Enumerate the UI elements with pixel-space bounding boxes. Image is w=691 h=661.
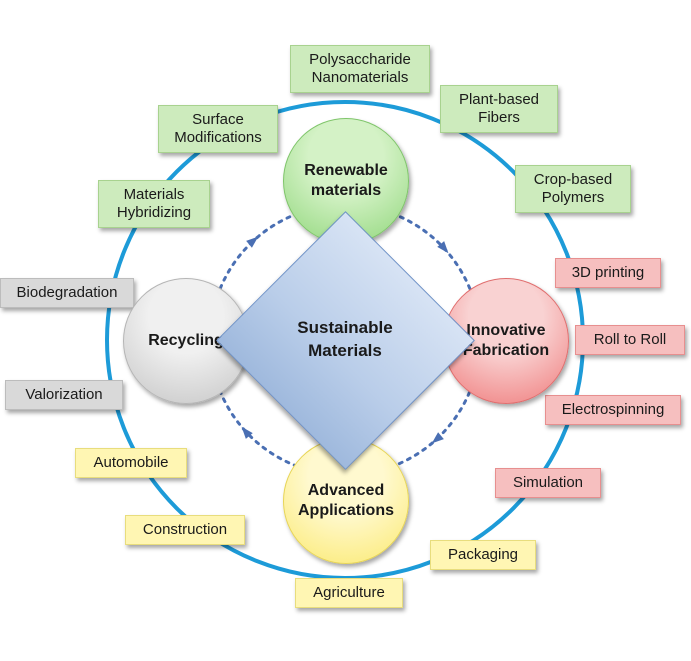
box-construction: Construction (125, 515, 245, 545)
box-polysaccharide: Polysaccharide Nanomaterials (290, 45, 430, 93)
diagram-stage: Polysaccharide NanomaterialsPlant-based … (0, 0, 691, 661)
box-3d-print: 3D printing (555, 258, 661, 288)
box-automobile: Automobile (75, 448, 187, 478)
box-biodeg: Biodegradation (0, 278, 134, 308)
box-agriculture: Agriculture (295, 578, 403, 608)
box-valorization: Valorization (5, 380, 123, 410)
center-label: Sustainable Materials (297, 317, 392, 363)
box-mat-hybrid: Materials Hybridizing (98, 180, 210, 228)
box-surface-mod: Surface Modifications (158, 105, 278, 153)
box-simulation: Simulation (495, 468, 601, 498)
box-packaging: Packaging (430, 540, 536, 570)
box-crop-polymers: Crop-based Polymers (515, 165, 631, 213)
center-diamond: Sustainable Materials (217, 212, 473, 468)
box-plant-fibers: Plant-based Fibers (440, 85, 558, 133)
box-roll: Roll to Roll (575, 325, 685, 355)
box-electrospin: Electrospinning (545, 395, 681, 425)
